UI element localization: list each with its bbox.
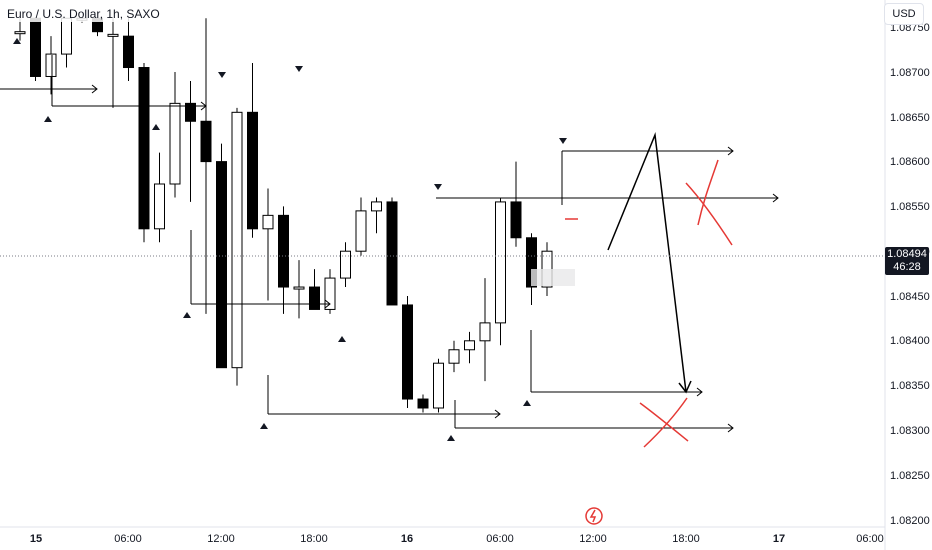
candle[interactable] xyxy=(309,269,320,310)
candle[interactable] xyxy=(231,107,243,386)
candle[interactable] xyxy=(417,394,429,413)
price-axis-label: 1.08700 xyxy=(890,67,930,79)
candle-body-down xyxy=(30,17,41,77)
price-axis-label: 1.08250 xyxy=(890,470,930,482)
time-axis-label: 18:00 xyxy=(300,533,328,545)
candle[interactable] xyxy=(371,197,382,234)
candle-body-up xyxy=(324,277,336,310)
price-axis-label: 1.08450 xyxy=(890,291,930,303)
candle[interactable] xyxy=(154,152,165,243)
candle-body-up xyxy=(355,210,367,252)
candle-body-down xyxy=(510,201,522,239)
price-axis-label: 1.08550 xyxy=(890,201,930,213)
candle-body-up xyxy=(479,322,491,342)
candle[interactable] xyxy=(138,63,150,243)
candle[interactable] xyxy=(355,197,367,256)
candle-body-up xyxy=(495,201,506,324)
candle[interactable] xyxy=(216,143,227,369)
symbol-title[interactable]: Euro / U.S. Dollar, 1h, SAXO xyxy=(4,6,163,22)
candle-body-up xyxy=(340,250,351,279)
time-axis-label: 06:00 xyxy=(856,533,884,545)
candle[interactable] xyxy=(262,188,274,301)
candle-body-up xyxy=(464,340,475,351)
candle-body-up xyxy=(45,53,57,77)
candle[interactable] xyxy=(448,340,460,373)
price-axis-label: 1.08650 xyxy=(890,112,930,124)
candles xyxy=(14,17,553,413)
candle-body-up xyxy=(107,33,119,37)
candle-body-down xyxy=(402,304,413,400)
candle-body-down xyxy=(247,111,258,230)
candle[interactable] xyxy=(340,242,351,288)
candle[interactable] xyxy=(169,72,181,198)
user-drawings xyxy=(0,38,885,525)
candle[interactable] xyxy=(278,206,289,314)
candle[interactable] xyxy=(45,36,57,95)
candle[interactable] xyxy=(479,278,491,382)
time-axis-label: 12:00 xyxy=(207,533,235,545)
candle-body-up xyxy=(262,214,274,230)
candle[interactable] xyxy=(510,161,522,247)
price-axis-label: 1.08350 xyxy=(890,380,930,392)
candle-body-down xyxy=(386,201,398,306)
candle[interactable] xyxy=(293,260,305,319)
candle-body-down xyxy=(216,161,227,369)
price-axis-label: 1.08600 xyxy=(890,156,930,168)
time-axis-label: 16 xyxy=(401,533,413,545)
candle-body-up xyxy=(433,362,444,409)
candle-body-up xyxy=(448,349,460,364)
time-axis-label: 17 xyxy=(773,533,785,545)
candle[interactable] xyxy=(402,296,413,408)
currency-button[interactable]: USD xyxy=(884,3,924,25)
time-axis-label: 06:00 xyxy=(114,533,142,545)
candle-body-down xyxy=(309,286,320,310)
candle[interactable] xyxy=(61,17,72,68)
bar-countdown: 46:28 xyxy=(893,261,921,273)
candle[interactable] xyxy=(185,80,196,202)
candle-body-down xyxy=(417,398,429,409)
price-axis-label: 1.08400 xyxy=(890,335,930,347)
candle-body-down xyxy=(200,120,212,163)
candle[interactable] xyxy=(123,18,134,81)
alert-bolt-icon[interactable] xyxy=(585,507,603,525)
candle[interactable] xyxy=(107,18,119,108)
candle-body-down xyxy=(185,102,196,122)
current-price-tag: 1.08494 46:28 xyxy=(885,247,929,275)
candle[interactable] xyxy=(324,269,336,314)
price-axis-label: 1.08300 xyxy=(890,425,930,437)
time-axis-label: 12:00 xyxy=(579,533,607,545)
current-price-value: 1.08494 xyxy=(887,248,927,260)
candle-body-down xyxy=(138,67,150,230)
candle-body-up xyxy=(61,17,72,55)
candle-body-down xyxy=(278,214,289,288)
candle-body-up xyxy=(169,102,181,185)
candle-body-up xyxy=(371,201,382,212)
time-axis-label: 06:00 xyxy=(486,533,514,545)
candle-body-up xyxy=(231,111,243,369)
price-axis-label: 1.08200 xyxy=(890,515,930,527)
candle[interactable] xyxy=(433,358,444,413)
candle-body-up xyxy=(293,286,305,290)
time-axis: 15 06:00 12:00 18:00 16 06:00 12:00 18:00 17 06:0… xyxy=(30,533,884,545)
candle[interactable] xyxy=(464,331,475,364)
time-axis-label: 18:00 xyxy=(672,533,700,545)
candle-body-up xyxy=(154,183,165,230)
candle-body-down xyxy=(123,35,134,69)
candle-body-up xyxy=(14,31,26,35)
price-axis-label: 1.08750 xyxy=(890,22,930,34)
candle[interactable] xyxy=(200,18,212,314)
candle[interactable] xyxy=(386,197,398,306)
candle[interactable] xyxy=(495,197,506,346)
candle-body-down xyxy=(526,237,537,288)
candle[interactable] xyxy=(247,63,258,238)
time-axis-label: 15 xyxy=(30,533,42,545)
candle[interactable] xyxy=(30,17,41,81)
